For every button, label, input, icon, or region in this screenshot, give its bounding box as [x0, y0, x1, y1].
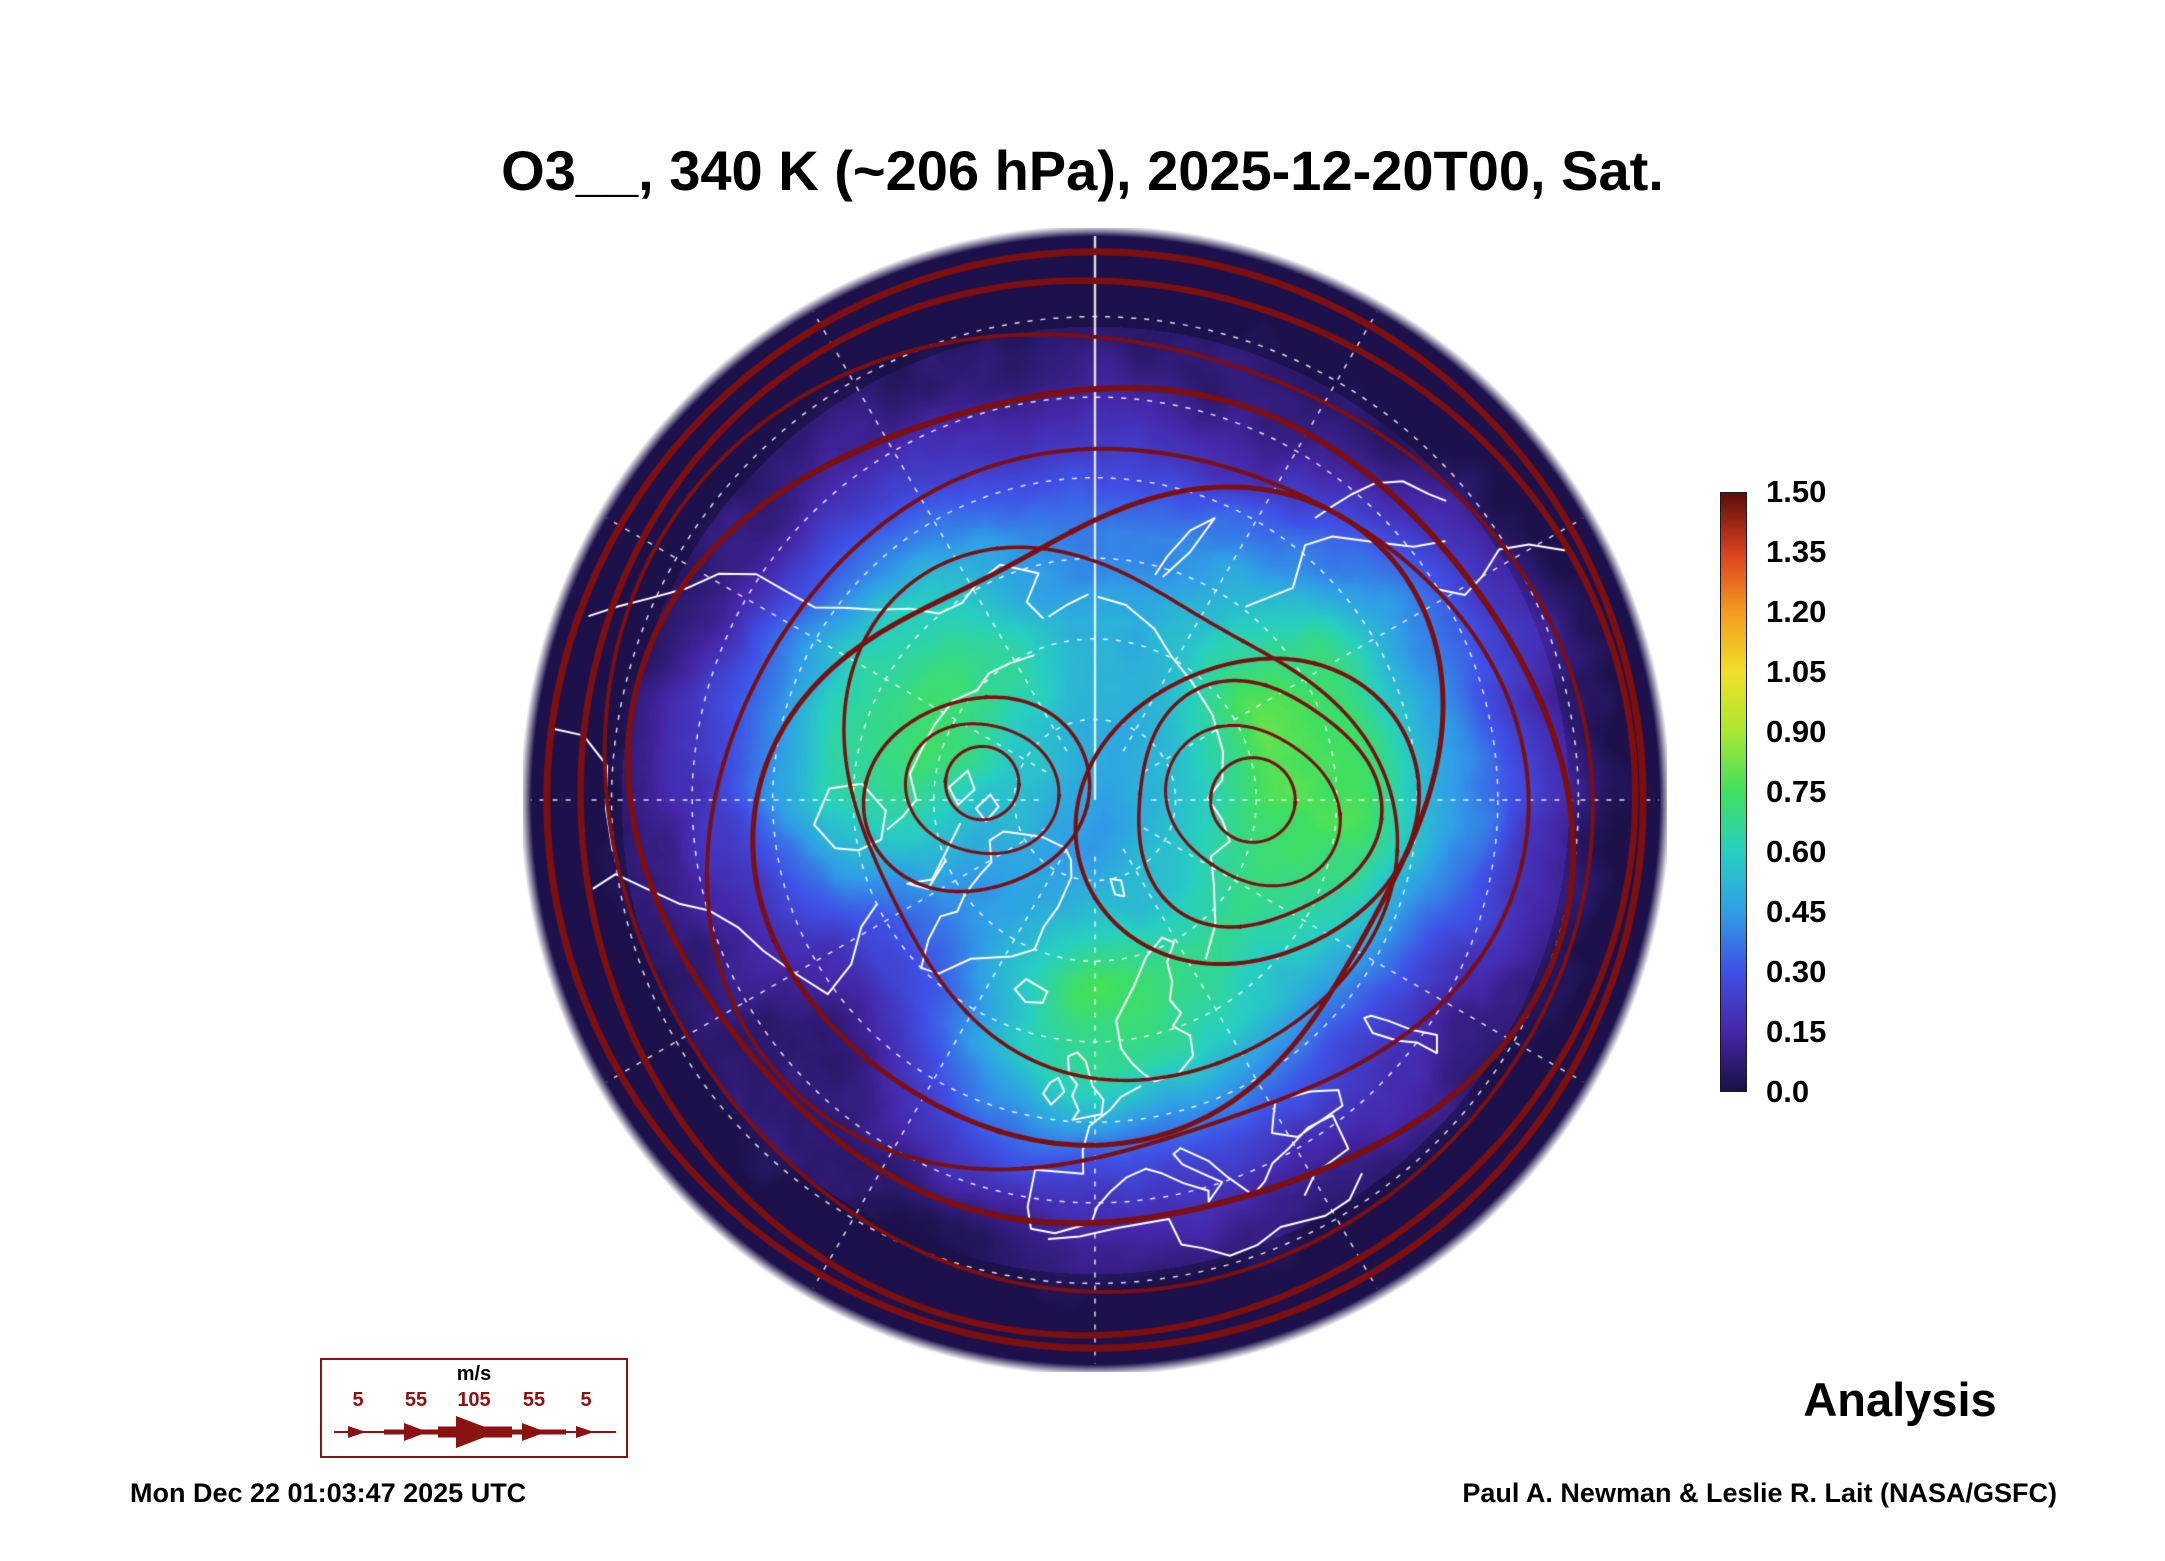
- colorbar-tick-label: 0.60: [1766, 834, 1827, 869]
- credit-line: Paul A. Newman & Leslie R. Lait (NASA/GS…: [1462, 1478, 2057, 1508]
- wind-speed-label: 105: [457, 1389, 490, 1411]
- wind-speed-label: 5: [352, 1389, 363, 1411]
- colorbar-tick-label: 0.0: [1766, 1074, 1810, 1109]
- wind-speed-label: 55: [523, 1389, 545, 1411]
- wind-speed-legend: m/s 5 55 105 55 5: [320, 1358, 628, 1458]
- colorbar-tick-label: 1.50: [1766, 474, 1827, 509]
- wind-scale-graphic: m/s 5 55 105 55 5: [334, 1363, 616, 1448]
- plot-title: O3__, 340 K (~206 hPa), 2025-12-20T00, S…: [501, 139, 1664, 202]
- colorbar: 1.50 1.35 1.20 1.05 0.90 0.75 0.60 0.45 0.30 0.15…: [1720, 474, 1920, 1109]
- analysis-label: Analysis: [1803, 1373, 1997, 1426]
- colorbar-tick-labels: 1.50 1.35 1.20 1.05 0.90 0.75 0.60 0.45 0.30 0.15…: [1766, 474, 1916, 1109]
- colorbar-tick-label: 0.30: [1766, 954, 1827, 989]
- wind-speed-label: 55: [405, 1389, 427, 1411]
- wind-arrow-scale-icon: [334, 1416, 616, 1448]
- colorbar-tick-label: 1.20: [1766, 594, 1827, 629]
- colorbar-gradient: [1720, 492, 1747, 1092]
- generation-timestamp: Mon Dec 22 01:03:47 2025 UTC: [130, 1478, 527, 1508]
- colorbar-tick-label: 1.05: [1766, 654, 1827, 689]
- colorbar-tick-label: 0.75: [1766, 774, 1827, 809]
- wind-unit-label: m/s: [457, 1363, 491, 1385]
- wind-speed-label: 5: [580, 1389, 591, 1411]
- colorbar-tick-label: 0.45: [1766, 894, 1827, 929]
- colorbar-tick-label: 0.15: [1766, 1014, 1827, 1049]
- polar-ozone-map: [523, 228, 1667, 1372]
- colorbar-tick-label: 1.35: [1766, 534, 1827, 569]
- colorbar-tick-label: 0.90: [1766, 714, 1827, 749]
